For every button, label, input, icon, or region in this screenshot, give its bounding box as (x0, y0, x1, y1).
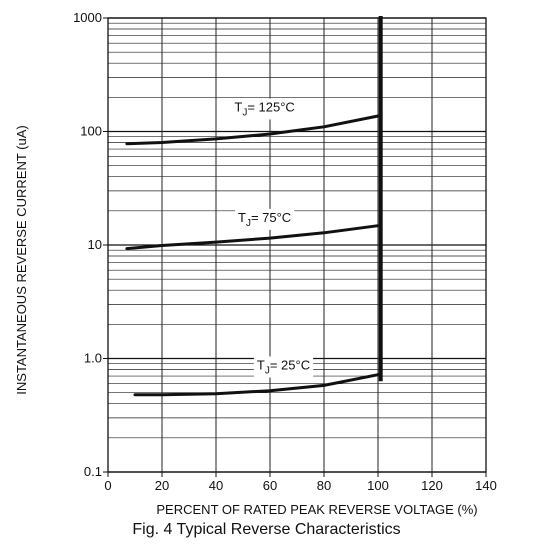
figure-caption: Fig. 4 Typical Reverse Characteristics (132, 521, 401, 538)
curves (125, 16, 383, 397)
y-tick-label: 10 (88, 237, 102, 252)
curve-series-1 (125, 114, 380, 146)
x-tick-label: 120 (421, 478, 443, 493)
x-tick-label: 140 (475, 478, 497, 493)
curve-label-background (231, 98, 298, 120)
x-axis-title: PERCENT OF RATED PEAK REVERSE VOLTAGE (%… (156, 502, 477, 517)
y-tick-label: 1000 (73, 10, 102, 25)
y-tick-label: 0.1 (84, 464, 102, 479)
curve-labels: TJ= 125°C TJ= 75°C TJ= 25°C (231, 98, 314, 378)
curve-label-3: TJ= 25°C (257, 357, 310, 376)
x-tick-label: 20 (155, 478, 169, 493)
x-tick-label: 80 (317, 478, 331, 493)
tick-labels: 0.1 1.0 10 100 1000 0 20 40 60 80 100 120 140 (73, 10, 497, 493)
x-tick-label: 40 (209, 478, 223, 493)
curve-series-3 (133, 373, 380, 397)
plot-frame (107, 17, 487, 473)
x-tick-label: 60 (263, 478, 277, 493)
y-axis-title: INSTANTANEOUS REVERSE CURRENT (uA) (14, 125, 29, 394)
grid-lines (103, 17, 487, 477)
curve-label-1: TJ= 125°C (234, 100, 294, 119)
curve-series-2 (125, 224, 380, 251)
x-tick-label: 100 (367, 478, 389, 493)
y-tick-label: 1.0 (84, 351, 102, 366)
x-tick-label: 0 (104, 478, 111, 493)
curve-label-background (234, 208, 295, 230)
curve-label-2: TJ= 75°C (238, 210, 291, 229)
curve-label-background (253, 356, 314, 378)
y-tick-label: 100 (80, 124, 102, 139)
